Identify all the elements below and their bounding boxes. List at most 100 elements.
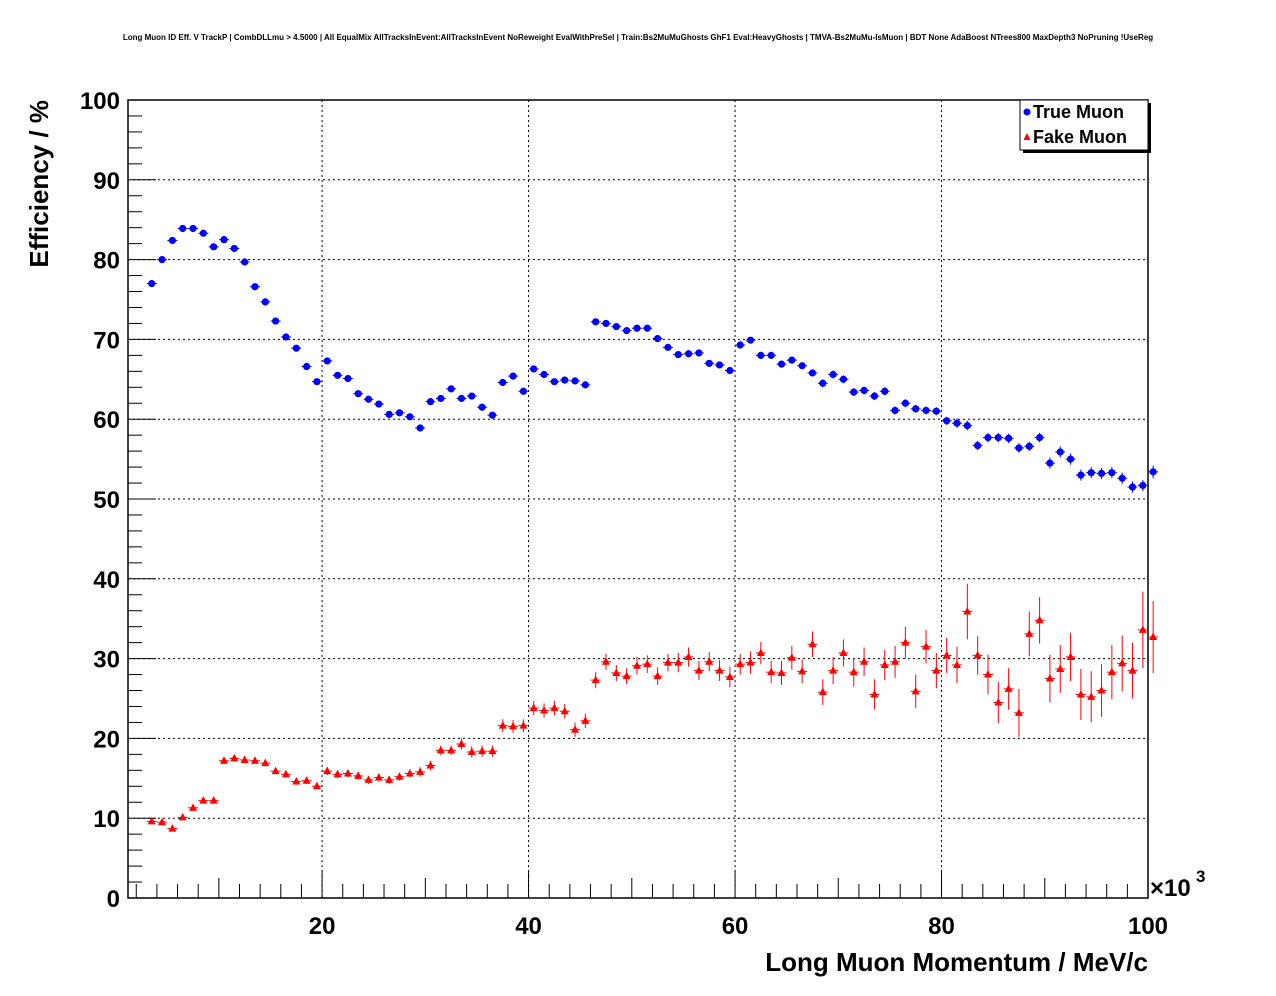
data-point <box>478 403 486 411</box>
data-point <box>974 441 982 450</box>
data-point <box>911 686 920 695</box>
data-point <box>1015 444 1023 452</box>
data-point <box>839 648 848 657</box>
data-point <box>632 661 641 669</box>
data-point <box>726 366 734 375</box>
y-axis-title: Efficiency / % <box>24 100 54 268</box>
data-point <box>519 387 528 395</box>
data-point <box>540 370 548 379</box>
y-tick-label: 0 <box>107 886 120 913</box>
data-point <box>416 767 425 775</box>
data-point <box>922 642 931 650</box>
data-point <box>1014 708 1023 716</box>
data-point <box>1097 469 1106 478</box>
data-point <box>891 657 900 665</box>
y-tick-label: 60 <box>93 407 120 434</box>
data-point <box>880 660 889 668</box>
data-point <box>447 745 456 754</box>
y-tick-label: 100 <box>80 88 120 115</box>
data-point <box>1118 474 1126 482</box>
x-tick-label: 80 <box>928 913 955 940</box>
data-point <box>1077 471 1085 479</box>
data-point <box>374 773 383 781</box>
data-point <box>272 317 280 325</box>
data-point <box>819 379 827 387</box>
data-point <box>736 659 745 668</box>
data-point <box>767 667 776 676</box>
data-point <box>282 333 290 341</box>
data-point <box>179 224 187 233</box>
data-point <box>695 349 703 357</box>
data-point <box>1087 469 1095 477</box>
data-series <box>146 224 1159 832</box>
data-point <box>519 721 528 729</box>
data-point <box>860 657 869 665</box>
data-point <box>684 652 693 661</box>
data-point <box>1046 459 1054 467</box>
data-point <box>405 769 414 777</box>
data-point <box>942 650 951 659</box>
data-point <box>963 607 972 615</box>
y-tick-label: 80 <box>93 248 120 275</box>
data-point <box>447 385 455 393</box>
data-point <box>818 687 827 696</box>
data-point <box>1149 632 1158 641</box>
data-point <box>385 410 393 419</box>
data-point <box>1076 690 1085 698</box>
data-point <box>292 776 301 785</box>
data-point <box>416 424 424 432</box>
data-point <box>168 824 177 832</box>
data-point <box>406 413 414 421</box>
data-point <box>891 406 899 415</box>
data-point <box>240 755 249 763</box>
data-point <box>478 746 487 755</box>
data-point <box>633 324 641 332</box>
data-point <box>1138 625 1147 633</box>
data-point <box>499 378 507 387</box>
data-point <box>1118 658 1127 667</box>
data-point <box>271 766 280 775</box>
y-tick-label: 50 <box>93 487 120 514</box>
legend-marker <box>1023 133 1031 140</box>
data-point <box>757 351 765 359</box>
data-point <box>849 667 858 676</box>
data-point <box>736 341 744 349</box>
data-point <box>601 657 610 665</box>
data-point <box>829 370 837 379</box>
data-point <box>209 796 218 804</box>
data-point <box>550 703 559 712</box>
data-point <box>746 336 755 344</box>
data-point <box>953 419 961 427</box>
data-point <box>932 407 940 415</box>
data-point <box>1066 455 1075 463</box>
data-point <box>189 224 197 233</box>
data-point <box>313 378 321 386</box>
data-point <box>798 362 806 370</box>
data-point <box>364 775 373 783</box>
data-point <box>251 283 259 291</box>
data-point <box>1035 615 1044 624</box>
data-point <box>261 298 269 306</box>
data-point <box>653 671 662 680</box>
data-point <box>561 376 569 384</box>
x-tick-label: 20 <box>309 913 336 940</box>
data-point <box>281 769 290 778</box>
x-axis-title: Long Muon Momentum / MeV/c <box>765 947 1148 977</box>
data-point <box>901 399 909 407</box>
data-point <box>1004 684 1013 692</box>
data-point <box>540 705 549 714</box>
data-point <box>1128 666 1137 674</box>
data-point <box>343 769 352 777</box>
data-point <box>220 756 229 764</box>
data-point <box>344 374 352 383</box>
x-tick-label: 100 <box>1128 913 1168 940</box>
data-point <box>199 229 207 237</box>
data-point <box>323 357 331 365</box>
data-point <box>881 387 889 395</box>
data-point <box>303 362 311 371</box>
data-point <box>168 236 176 245</box>
data-point <box>498 721 507 729</box>
data-point <box>1056 448 1064 456</box>
data-point <box>292 344 300 352</box>
data-point <box>663 658 672 666</box>
